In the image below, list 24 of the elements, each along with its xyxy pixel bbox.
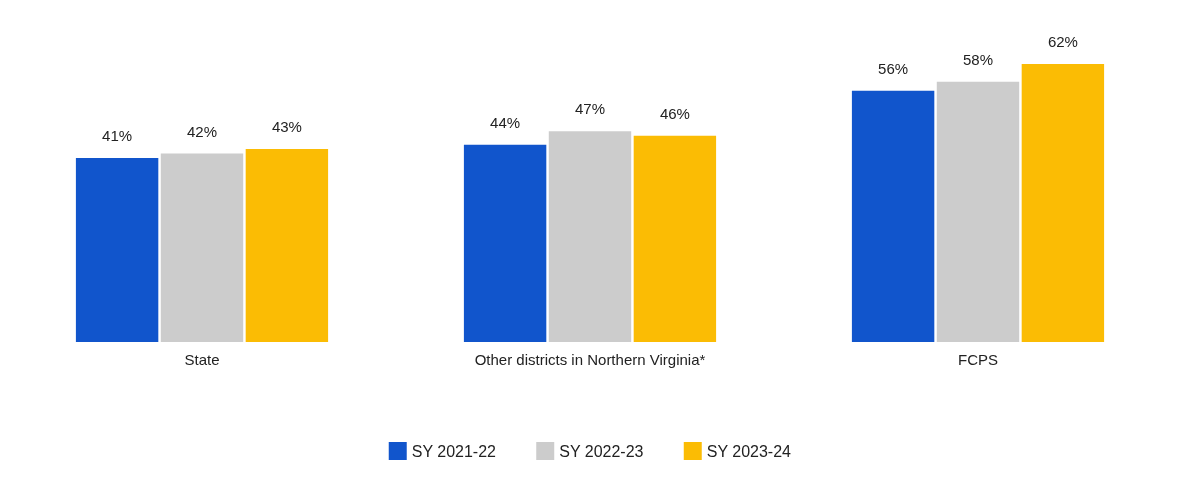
legend-label: SY 2021-22 (411, 442, 497, 460)
bar (75, 158, 159, 342)
data-label: 44% (490, 113, 521, 131)
bar (633, 135, 717, 342)
bar (1021, 63, 1105, 342)
bar (548, 131, 632, 342)
data-label: 62% (1047, 32, 1078, 50)
bar (160, 153, 244, 342)
bar (245, 149, 329, 342)
x-tick-label: Other districts in Northern Virginia* (474, 351, 706, 368)
legend-label: SY 2022-23 (559, 442, 644, 460)
data-label: 47% (574, 100, 606, 118)
data-label: 43% (271, 118, 302, 136)
data-label: 58% (962, 50, 994, 68)
data-label: 42% (186, 122, 218, 140)
x-tick-label: State (184, 351, 220, 368)
data-label: 46% (659, 104, 690, 122)
data-label: 41% (102, 127, 133, 145)
data-label: 56% (878, 59, 909, 77)
bar (463, 144, 547, 342)
bar (851, 90, 935, 342)
legend-label: SY 2023-24 (706, 442, 792, 460)
x-tick-label: FCPS (957, 351, 999, 368)
bar (936, 81, 1020, 342)
